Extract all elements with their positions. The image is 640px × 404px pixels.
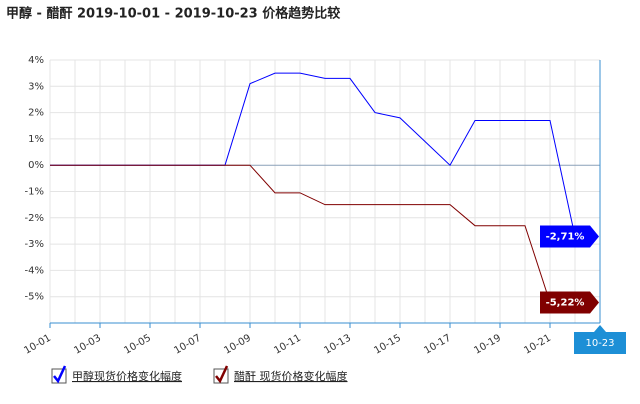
x-highlight-box	[574, 332, 626, 354]
x-tick-label: 10-03	[72, 333, 103, 357]
x-tick-label: 10-17	[422, 333, 453, 357]
y-tick-label: 2%	[28, 108, 44, 119]
series-line	[50, 164, 551, 303]
x-tick-label: 10-09	[222, 333, 253, 357]
y-tick-label: -5%	[25, 292, 44, 303]
legend-item[interactable]: 甲醇现货价格变化幅度	[51, 365, 182, 384]
y-tick-label: 0%	[28, 160, 44, 171]
legend-label: 甲醇现货价格变化幅度	[72, 369, 182, 383]
x-tick-label-highlight: 10-23	[585, 338, 614, 349]
x-tick-label: 10-21	[522, 333, 553, 357]
y-tick-label: 4%	[28, 55, 44, 66]
x-tick-label: 10-07	[172, 333, 203, 357]
x-tick-label: 10-19	[472, 333, 503, 357]
x-tick-label: 10-15	[372, 333, 403, 357]
end-label: -2,71%	[546, 231, 585, 242]
y-tick-label: -1%	[25, 187, 44, 198]
x-tick-label: 10-05	[122, 333, 153, 357]
end-label-flag	[540, 291, 599, 314]
end-label: -5,22%	[546, 297, 585, 308]
legend-check	[215, 365, 229, 384]
x-tick-label: 10-11	[272, 333, 303, 357]
end-label-flag	[540, 225, 599, 248]
legend-label: 醋酐 现货价格变化幅度	[234, 369, 348, 383]
y-tick-label: 1%	[28, 134, 44, 145]
y-tick-label: -4%	[25, 265, 44, 276]
series-line	[50, 72, 576, 237]
y-tick-label: -2%	[25, 213, 44, 224]
x-tick-label: 10-01	[22, 333, 53, 357]
y-tick-label: 3%	[28, 81, 44, 92]
chart-title: 甲醇 - 醋酐 2019-10-01 - 2019-10-23 价格趋势比较	[6, 6, 340, 22]
x-highlight-pointer	[594, 325, 606, 332]
legend-check	[53, 365, 67, 384]
legend-item[interactable]: 醋酐 现货价格变化幅度	[213, 365, 348, 384]
y-tick-label: -3%	[25, 239, 44, 250]
x-tick-label: 10-13	[322, 333, 353, 357]
